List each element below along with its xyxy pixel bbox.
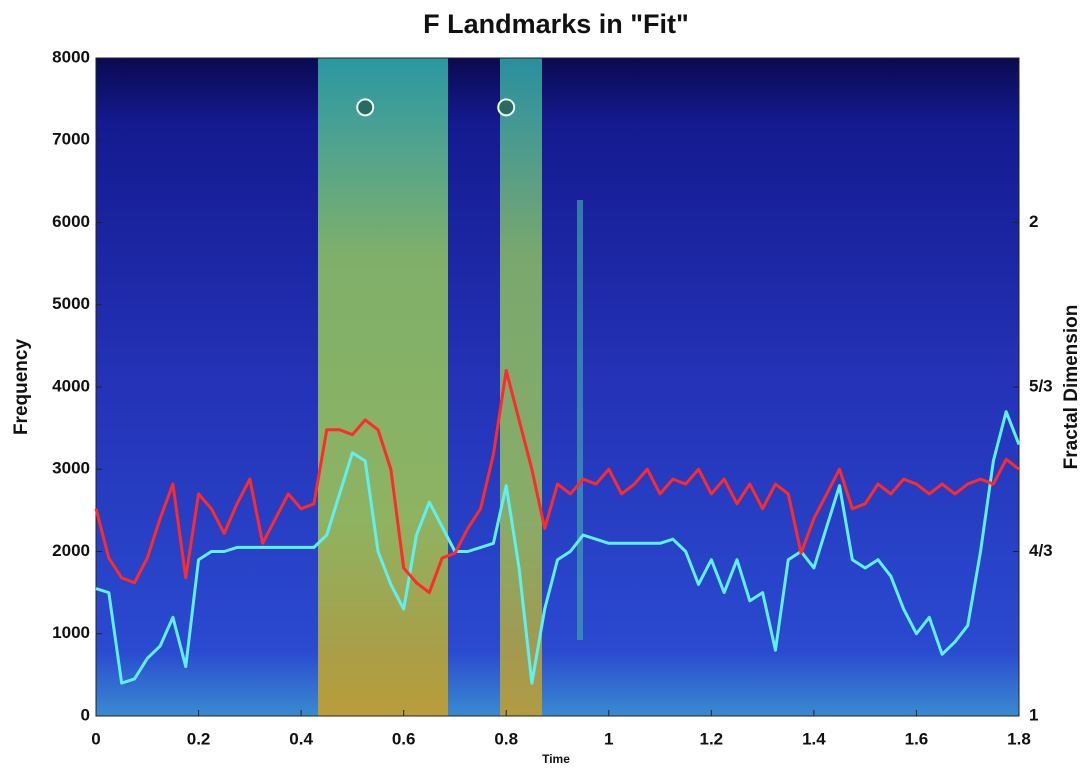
landmark	[356, 98, 375, 117]
x-axis-label: Time	[542, 752, 570, 766]
x-tick-label: 1.6	[905, 729, 929, 748]
x-tick-label: 1.4	[802, 729, 826, 748]
y-tick-label: 2000	[52, 541, 90, 560]
y-tick-label: 4000	[52, 376, 90, 395]
spectrogram-band	[318, 58, 448, 716]
y-tick-label: 3000	[52, 459, 90, 478]
x-tick-label: 1	[604, 729, 613, 748]
chart-title: F Landmarks in "Fit"	[423, 9, 689, 39]
x-tick-label: 1.2	[700, 729, 724, 748]
line-series	[95, 410, 1021, 685]
x-tick-label: 0.8	[494, 729, 518, 748]
x-tick-label: 0	[91, 729, 100, 748]
spectrogram-band	[500, 58, 542, 716]
x-tick-label: 0.4	[289, 729, 313, 748]
y-tick-label: 5000	[52, 294, 90, 313]
y-tick-label: 1000	[52, 623, 90, 642]
y2-axis-label: Fractal Dimension	[1061, 305, 1082, 470]
y2-tick-label: 2	[1029, 212, 1038, 231]
y2-tick-label: 1	[1029, 705, 1038, 724]
y-tick-label: 8000	[52, 47, 90, 66]
landmark	[497, 98, 516, 117]
y-axis-label: Frequency	[11, 339, 32, 436]
line-series	[94, 369, 1020, 595]
y-tick-label: 7000	[52, 130, 90, 149]
x-tick-label: 0.2	[187, 729, 211, 748]
x-tick-label: 0.6	[392, 729, 416, 748]
y-tick-label: 6000	[52, 212, 90, 231]
x-tick-label: 1.8	[1007, 729, 1031, 748]
y-tick-label: 0	[81, 705, 90, 724]
y2-tick-label: 5/3	[1029, 376, 1053, 395]
spectrogram-band	[577, 200, 583, 640]
y2-tick-label: 4/3	[1029, 541, 1053, 560]
spectrogram	[96, 58, 1019, 716]
